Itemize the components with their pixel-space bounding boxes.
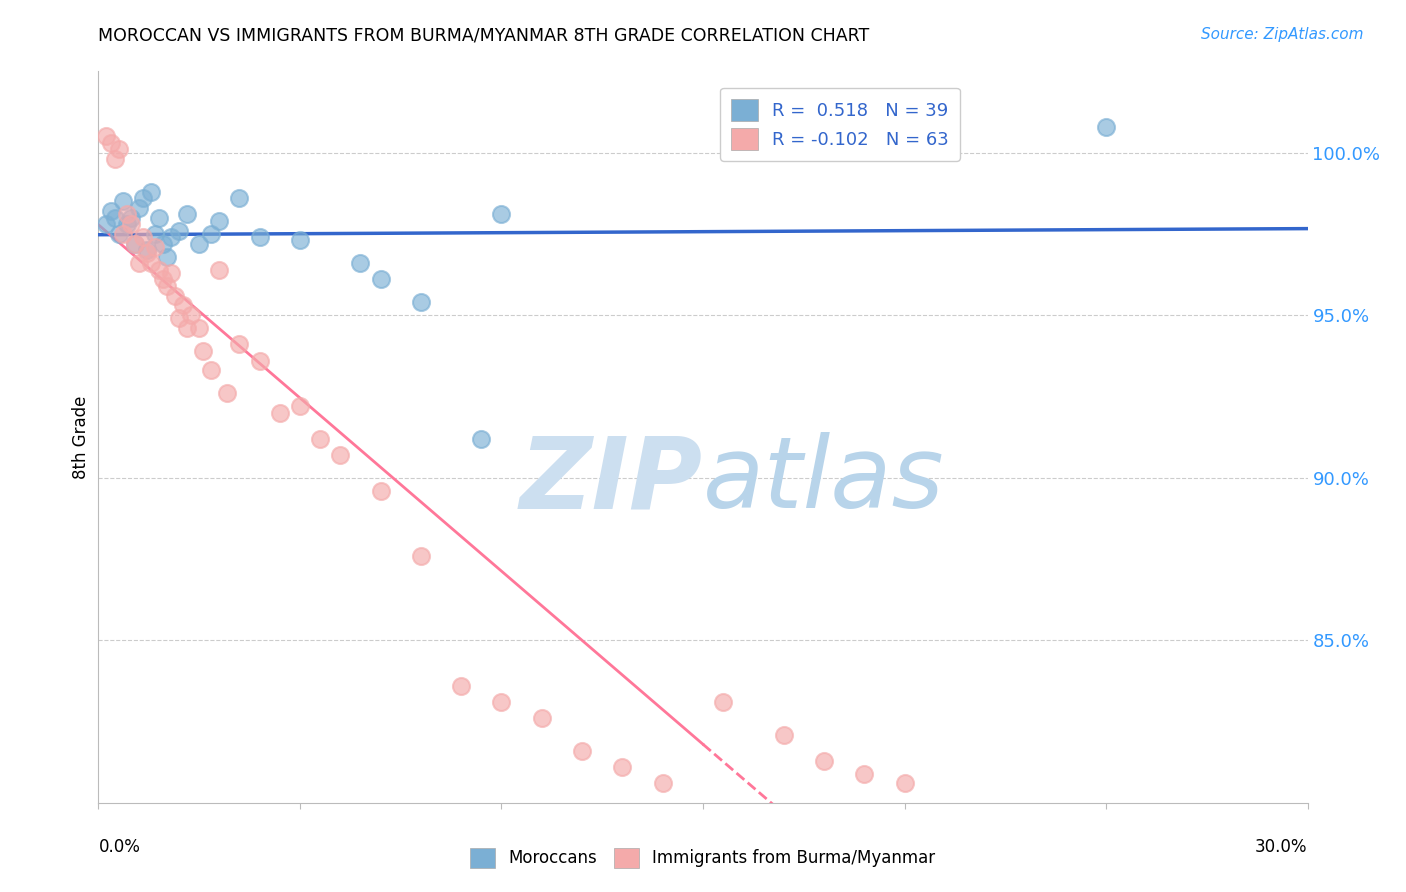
Point bbox=[128, 201, 150, 215]
Point bbox=[200, 363, 222, 377]
Point bbox=[612, 760, 634, 774]
Point bbox=[135, 243, 157, 257]
Point bbox=[115, 217, 138, 231]
Point bbox=[853, 766, 876, 780]
Point bbox=[409, 295, 432, 310]
Point bbox=[893, 776, 915, 790]
Point bbox=[163, 288, 186, 302]
Text: Source: ZipAtlas.com: Source: ZipAtlas.com bbox=[1201, 27, 1364, 42]
Point bbox=[217, 386, 239, 401]
Point bbox=[249, 353, 271, 368]
Point bbox=[370, 272, 392, 286]
Point bbox=[200, 227, 222, 241]
Point bbox=[571, 744, 593, 758]
Point bbox=[139, 185, 162, 199]
Point bbox=[1095, 120, 1118, 134]
Point bbox=[309, 432, 332, 446]
Text: atlas: atlas bbox=[703, 433, 945, 530]
Point bbox=[711, 695, 734, 709]
Point bbox=[139, 256, 162, 270]
Point bbox=[228, 337, 250, 351]
Point bbox=[651, 776, 673, 790]
Point bbox=[470, 432, 492, 446]
Point bbox=[167, 311, 190, 326]
Point bbox=[156, 250, 179, 264]
Point bbox=[249, 230, 271, 244]
Point bbox=[96, 129, 118, 144]
Point bbox=[228, 191, 250, 205]
Point bbox=[143, 227, 166, 241]
Y-axis label: 8th Grade: 8th Grade bbox=[72, 395, 90, 479]
Point bbox=[152, 236, 174, 251]
Point bbox=[103, 211, 125, 225]
Point bbox=[156, 279, 179, 293]
Point bbox=[120, 217, 142, 231]
Point bbox=[349, 256, 371, 270]
Point bbox=[491, 695, 513, 709]
Legend: Moroccans, Immigrants from Burma/Myanmar: Moroccans, Immigrants from Burma/Myanmar bbox=[464, 841, 942, 875]
Point bbox=[107, 227, 129, 241]
Point bbox=[530, 711, 553, 725]
Point bbox=[148, 211, 170, 225]
Point bbox=[107, 142, 129, 156]
Point bbox=[143, 240, 166, 254]
Point bbox=[188, 236, 211, 251]
Point bbox=[409, 549, 432, 563]
Point bbox=[135, 246, 157, 260]
Point bbox=[132, 191, 155, 205]
Point bbox=[176, 207, 198, 221]
Point bbox=[172, 298, 194, 312]
Point bbox=[111, 227, 134, 241]
Text: ZIP: ZIP bbox=[520, 433, 703, 530]
Point bbox=[124, 236, 146, 251]
Point bbox=[772, 727, 794, 741]
Point bbox=[269, 406, 291, 420]
Point bbox=[128, 256, 150, 270]
Point bbox=[208, 214, 231, 228]
Point bbox=[148, 262, 170, 277]
Point bbox=[103, 152, 125, 166]
Text: 0.0%: 0.0% bbox=[98, 838, 141, 856]
Point bbox=[160, 266, 183, 280]
Point bbox=[160, 230, 183, 244]
Point bbox=[188, 321, 211, 335]
Point bbox=[193, 343, 215, 358]
Point bbox=[370, 483, 392, 498]
Legend: R =  0.518   N = 39, R = -0.102   N = 63: R = 0.518 N = 39, R = -0.102 N = 63 bbox=[720, 87, 960, 161]
Point bbox=[176, 321, 198, 335]
Point bbox=[288, 399, 311, 413]
Point bbox=[100, 204, 122, 219]
Point bbox=[120, 211, 142, 225]
Point bbox=[100, 136, 122, 150]
Point bbox=[167, 224, 190, 238]
Point bbox=[96, 217, 118, 231]
Point bbox=[180, 308, 202, 322]
Point bbox=[124, 236, 146, 251]
Point bbox=[111, 194, 134, 209]
Text: MOROCCAN VS IMMIGRANTS FROM BURMA/MYANMAR 8TH GRADE CORRELATION CHART: MOROCCAN VS IMMIGRANTS FROM BURMA/MYANMA… bbox=[98, 27, 870, 45]
Point bbox=[813, 754, 835, 768]
Point bbox=[152, 272, 174, 286]
Point bbox=[132, 230, 155, 244]
Point bbox=[288, 234, 311, 248]
Point bbox=[450, 679, 472, 693]
Point bbox=[208, 262, 231, 277]
Point bbox=[491, 207, 513, 221]
Point bbox=[115, 207, 138, 221]
Point bbox=[329, 448, 352, 462]
Text: 30.0%: 30.0% bbox=[1256, 838, 1308, 856]
